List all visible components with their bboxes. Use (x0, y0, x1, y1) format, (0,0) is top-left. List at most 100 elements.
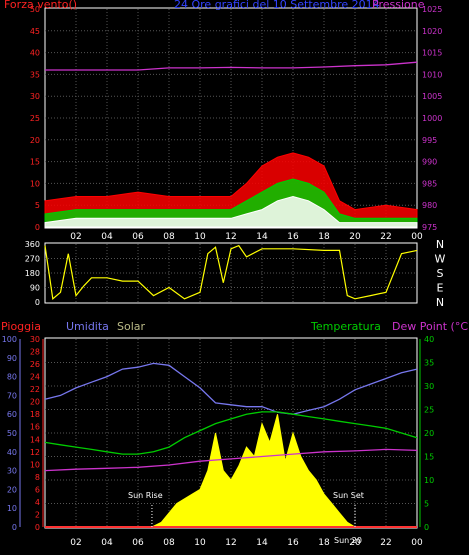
humidity-line (44, 362, 418, 415)
rain-tick: 8 (35, 473, 40, 482)
chart1-left-tick: 20 (30, 136, 40, 145)
temperature-tick: 5 (424, 500, 429, 509)
humidity-tick: 50 (7, 429, 17, 438)
compass-label: W (435, 253, 446, 266)
chart1-hour-tick: 02 (70, 232, 81, 242)
chart2-tick: 90 (30, 284, 40, 293)
wind-direction-line (44, 244, 418, 300)
humidity-tick: 10 (7, 504, 17, 513)
rain-tick: 30 (30, 335, 40, 344)
chart2-tick: 0 (35, 298, 40, 307)
chart1-left-tick: 50 (30, 5, 40, 14)
chart1-left-tick: 35 (30, 70, 40, 79)
rain-tick: 22 (30, 385, 40, 394)
chart1-hour-tick: 08 (163, 232, 175, 242)
chart3-hour-tick: 16 (287, 538, 299, 548)
rain-tick: 6 (35, 485, 40, 494)
temperature-tick: 40 (424, 335, 434, 344)
pressure-line (45, 61, 418, 71)
wind-series-area (44, 195, 418, 228)
chart3-hour-tick: 10 (194, 538, 206, 548)
humidity-tick: 80 (7, 373, 17, 382)
chart3-hour-tick: 18 (318, 538, 330, 548)
humidity-tick: 100 (2, 335, 17, 344)
humidity-tick: 40 (7, 448, 17, 457)
temperature-tick: 15 (424, 453, 434, 462)
chart1-right-tick: 1015 (422, 49, 442, 58)
rain-tick: 12 (30, 448, 40, 457)
chart1-right-tick: 995 (422, 136, 437, 145)
temperature-tick: 20 (424, 429, 434, 438)
chart1-left-tick: 10 (30, 179, 40, 188)
rain-tick: 28 (30, 348, 40, 357)
chart1-right-tick: 1025 (422, 5, 442, 14)
chart1-hour-tick: 14 (256, 232, 268, 242)
sunrise-label: Sun Rise (128, 491, 163, 500)
compass-label: N (436, 238, 444, 251)
chart1-left-tick: 5 (35, 201, 40, 210)
humidity-tick: 20 (7, 485, 17, 494)
chart1-right-tick: 1020 (422, 27, 442, 36)
chart2-tick: 270 (25, 255, 40, 264)
chart3-hour-tick: 04 (101, 538, 113, 548)
temperature-line (44, 411, 418, 455)
temperature-tick: 35 (424, 359, 434, 368)
rain-tick: 0 (35, 523, 40, 532)
rain-tick: 24 (30, 373, 40, 382)
chart1-title: 24 Ore grafici del 10 Settembre 2014 (174, 0, 380, 11)
chart3-hour-tick: 14 (256, 538, 268, 548)
chart1-left-tick: 15 (30, 158, 40, 167)
temperature-label: Temperatura (310, 320, 381, 333)
dewpoint-label: Dew Point (°C) (392, 320, 469, 333)
humidity-tick: 60 (7, 410, 17, 419)
compass-label: E (437, 282, 444, 295)
solar-area (151, 414, 357, 528)
chart1-left-tick: 40 (30, 49, 40, 58)
chart1-hour-tick: 06 (132, 232, 144, 242)
chart1-left-tick: 45 (30, 27, 40, 36)
compass-label: N (436, 296, 444, 309)
compass-label: S (437, 267, 444, 280)
chart1-right-tick: 980 (422, 201, 437, 210)
chart1-hour-tick: 04 (101, 232, 113, 242)
chart3-hour-tick: 00 (411, 538, 423, 548)
chart1-right-tick: 985 (422, 179, 437, 188)
chart1-hour-tick: 12 (225, 232, 236, 242)
chart1-right-tick: 1000 (422, 114, 442, 123)
chart1-left-label: Forza vento() (4, 0, 77, 11)
rain-tick: 16 (30, 423, 40, 432)
chart1-left-tick: 0 (35, 223, 40, 232)
chart1-left-tick: 25 (30, 114, 40, 123)
chart1-hour-tick: 10 (194, 232, 206, 242)
humidity-tick: 0 (12, 523, 17, 532)
chart1-right-tick: 990 (422, 158, 437, 167)
temperature-tick: 0 (424, 523, 429, 532)
chart1-right-tick: 975 (422, 223, 437, 232)
sunset-label: Sun Set (333, 491, 364, 500)
temperature-tick: 30 (424, 382, 434, 391)
rain-tick: 20 (30, 398, 40, 407)
chart3-hour-tick: 20 (349, 538, 361, 548)
rain-tick: 26 (30, 360, 40, 369)
chart1-right-label: Pressione (372, 0, 425, 11)
chart2-tick: 360 (25, 240, 40, 249)
chart3-hour-tick: 12 (225, 538, 236, 548)
chart1-right-tick: 1005 (422, 92, 442, 101)
humidity-tick: 30 (7, 467, 17, 476)
chart3-hour-tick: 02 (70, 538, 81, 548)
dewpoint-line (44, 448, 418, 472)
rain-tick: 4 (35, 498, 40, 507)
chart3-hour-tick: 06 (132, 538, 144, 548)
chart1-hour-tick: 20 (349, 232, 361, 242)
temperature-tick: 25 (424, 406, 434, 415)
humidity-label: Umidita (66, 320, 109, 333)
rain-tick: 14 (30, 435, 40, 444)
solar-label: Solar (117, 320, 146, 333)
chart2-tick: 180 (25, 269, 40, 278)
humidity-tick: 90 (7, 354, 17, 363)
rain-label: Pioggia (1, 320, 41, 333)
chart1-hour-tick: 22 (380, 232, 391, 242)
chart1-left-tick: 30 (30, 92, 40, 101)
chart1-hour-tick: 16 (287, 232, 299, 242)
